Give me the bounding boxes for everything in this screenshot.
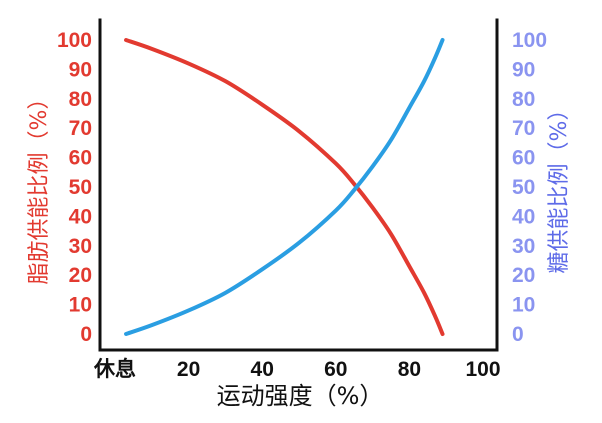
y-tick-right-label: 10	[512, 294, 535, 317]
x-axis-title: 运动强度（%）	[217, 382, 384, 410]
y-tick-right-label: 30	[512, 235, 535, 258]
x-tick-label: 休息	[93, 357, 136, 381]
y-tick-right-label: 100	[512, 29, 547, 52]
y-axis-right-title: 糖供能比例（%）	[547, 99, 572, 274]
y-tick-right-label: 50	[512, 176, 535, 199]
y-tick-right-label: 0	[512, 323, 524, 346]
x-tick-label: 80	[398, 358, 421, 381]
y-tick-left-label: 50	[69, 176, 92, 199]
x-tick-label: 100	[465, 358, 500, 381]
y-tick-left-label: 0	[80, 323, 92, 346]
y-tick-left-label: 40	[69, 205, 92, 228]
y-tick-right-label: 40	[512, 205, 535, 228]
y-tick-right-label: 20	[512, 264, 535, 287]
y-axis-left-title: 脂肪供能比例（%）	[27, 88, 52, 285]
y-tick-right-label: 70	[512, 117, 535, 140]
y-tick-left-label: 90	[69, 58, 92, 81]
carb-supply-curve	[124, 38, 445, 336]
y-tick-left-label: 80	[69, 88, 92, 111]
y-tick-left-label: 70	[69, 117, 92, 140]
x-tick-label: 60	[324, 358, 347, 381]
y-tick-right-label: 60	[512, 147, 535, 170]
y-tick-left-label: 10	[69, 294, 92, 317]
y-tick-right-label: 80	[512, 88, 535, 111]
x-tick-label: 20	[177, 358, 200, 381]
x-tick-label: 40	[251, 358, 274, 381]
y-tick-left-label: 100	[57, 29, 92, 52]
y-tick-right-label: 90	[512, 58, 535, 81]
fat-supply-curve	[124, 38, 445, 336]
y-tick-left-label: 30	[69, 235, 92, 258]
y-tick-left-label: 20	[69, 264, 92, 287]
y-tick-left-label: 60	[69, 147, 92, 170]
